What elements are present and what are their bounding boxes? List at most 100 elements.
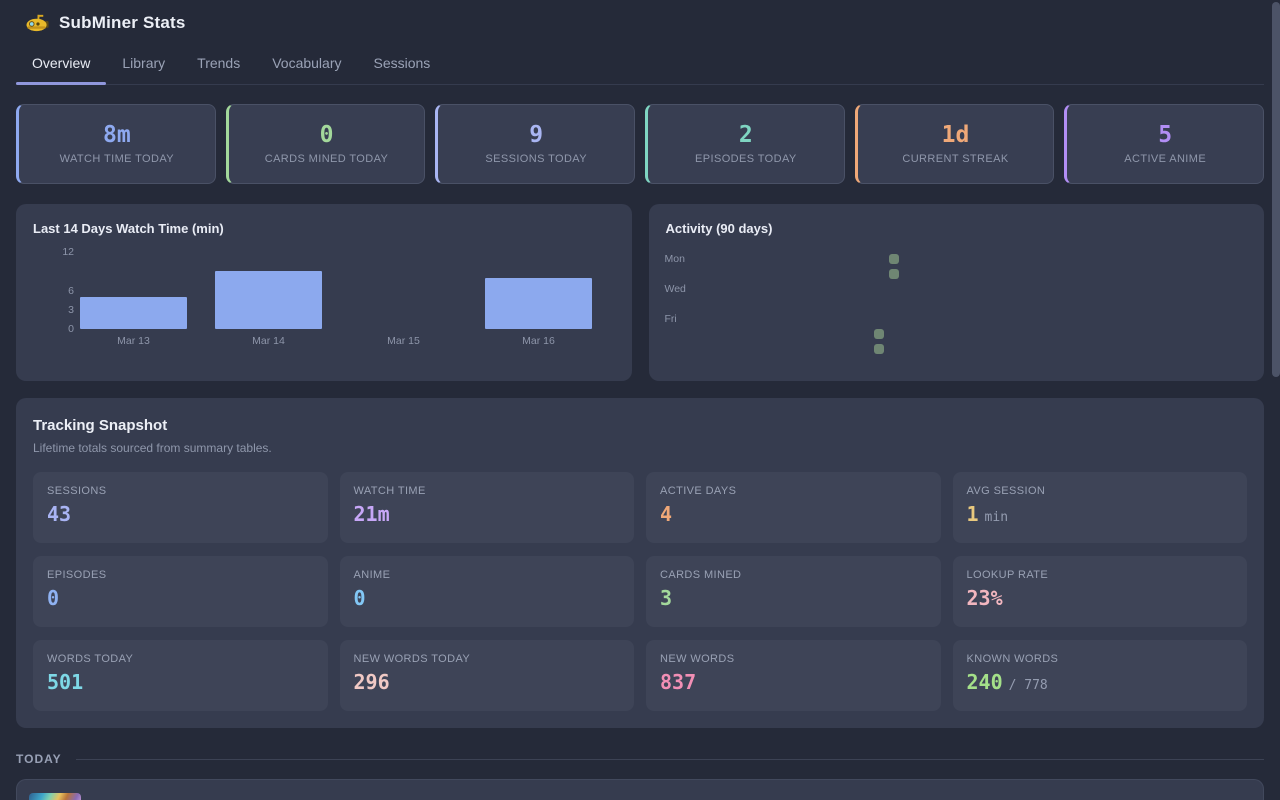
- heatmap-cell: [814, 269, 824, 279]
- heatmap-cell: [754, 344, 764, 354]
- heatmap-cell: [784, 314, 794, 324]
- tile-label: WATCH TIME: [353, 485, 426, 497]
- tracking-title: Tracking Snapshot: [33, 417, 168, 434]
- tile-value: 501: [47, 670, 84, 694]
- tracking-tile-grid: SESSIONS 43 WATCH TIME 21m ACTIVE DAYS 4 AVG S…: [33, 472, 1247, 711]
- stat-card: 2 EPISODES TODAY: [645, 104, 845, 184]
- heatmap-cell: [724, 284, 734, 294]
- tab-library[interactable]: Library: [122, 55, 166, 71]
- activity-heatmap-panel: Activity (90 days) Mon Wed Fri: [648, 204, 1264, 381]
- heatmap-day-label: Mon: [664, 253, 685, 265]
- tab-vocabulary[interactable]: Vocabulary: [272, 55, 342, 71]
- heatmap-cell: [724, 329, 734, 339]
- heatmap-cell: [844, 329, 854, 339]
- today-label: TODAY: [16, 752, 62, 766]
- tracking-tile: NEW WORDS 837: [646, 640, 941, 711]
- stat-value: 1d: [941, 121, 970, 148]
- heatmap-cell: [874, 299, 884, 309]
- tab-trends[interactable]: Trends: [197, 55, 241, 71]
- tile-value: 240: [966, 670, 1003, 694]
- x-axis-label: Mar 16: [522, 335, 555, 347]
- heatmap-cell: [844, 269, 854, 279]
- heatmap-cell: [724, 344, 734, 354]
- vertical-scrollbar[interactable]: [1272, 2, 1280, 377]
- tile-value-row: 3: [660, 588, 927, 608]
- tile-value: 3: [660, 586, 673, 610]
- heatmap-cell: [784, 344, 794, 354]
- bar-slot: Mar 13: [66, 252, 201, 347]
- tile-value: 23%: [966, 586, 1003, 610]
- heatmap-cell: [709, 314, 719, 324]
- stat-card: 9 SESSIONS TODAY: [435, 104, 635, 184]
- nav-tabs: Overview Library Trends Vocabulary Sessions: [16, 45, 1264, 85]
- heatmap-cell: [829, 329, 839, 339]
- heatmap-cell: [724, 269, 734, 279]
- heatmap-cell: [844, 254, 854, 264]
- heatmap-cell: [829, 344, 839, 354]
- bar: [215, 271, 322, 329]
- tile-value: 0: [47, 586, 60, 610]
- heatmap-day-label: Wed: [664, 283, 686, 295]
- episode-thumbnail: [29, 793, 81, 800]
- heatmap-cell: [799, 344, 809, 354]
- x-axis-label: Mar 14: [252, 335, 285, 347]
- heatmap-cell: [859, 284, 869, 294]
- tracking-tile: WORDS TODAY 501: [33, 640, 328, 711]
- bar-slot: Mar 16: [471, 252, 606, 347]
- tracking-tile: LOOKUP RATE 23%: [952, 556, 1247, 627]
- heatmap-cell: [874, 254, 884, 264]
- y-axis-tick: 0: [68, 323, 74, 335]
- tracking-tile: AVG SESSION 1 min: [952, 472, 1247, 543]
- watch-time-chart-panel: Last 14 Days Watch Time (min) 0 3 6 12 Mar 1…: [16, 204, 632, 381]
- heatmap-cell: [754, 284, 764, 294]
- stat-value: 8m: [102, 121, 131, 148]
- heatmap-cell: [754, 299, 764, 309]
- heatmap-cell: [769, 284, 779, 294]
- heatmap-cell: [784, 299, 794, 309]
- tab-overview[interactable]: Overview: [16, 45, 107, 85]
- heatmap-cell: [769, 254, 779, 264]
- heatmap-cell: [724, 299, 734, 309]
- heatmap-cell: [709, 284, 719, 294]
- app-header: SubMiner Stats: [0, 0, 1280, 39]
- tracking-tile: ACTIVE DAYS 4: [646, 472, 941, 543]
- heatmap-cell: [724, 254, 734, 264]
- tile-value-row: 0: [47, 588, 314, 608]
- heatmap-cell: [829, 314, 839, 324]
- heatmap-cell: [829, 299, 839, 309]
- bar: [80, 296, 187, 329]
- heatmap-cell: [889, 284, 899, 294]
- heatmap-cell: [769, 344, 779, 354]
- chart-title: Last 14 Days Watch Time (min): [33, 221, 224, 236]
- tracking-subtitle: Lifetime totals sourced from summary tab…: [33, 441, 272, 455]
- stat-card: 8m WATCH TIME TODAY: [16, 104, 216, 184]
- tile-label: AVG SESSION: [966, 485, 1046, 497]
- heatmap-cell: [709, 329, 719, 339]
- heatmap-cell: [799, 299, 809, 309]
- tile-value-row: 296: [354, 672, 621, 692]
- tile-label: KNOWN WORDS: [966, 653, 1059, 665]
- chart-plot-area: Mar 13 Mar 14 Mar 15 Mar 16: [66, 252, 606, 347]
- heatmap-cell: [874, 269, 884, 279]
- today-section-header: TODAY: [16, 752, 1264, 766]
- tracking-snapshot-panel: Tracking Snapshot Lifetime totals source…: [16, 398, 1264, 728]
- heatmap-cell: [889, 329, 899, 339]
- stat-label: CURRENT STREAK: [902, 152, 1009, 165]
- x-axis-label: Mar 15: [387, 335, 420, 347]
- tile-label: NEW WORDS: [660, 653, 735, 665]
- heatmap-cell: [799, 314, 809, 324]
- heatmap-cell: [784, 329, 794, 339]
- heatmap-cell: [799, 284, 809, 294]
- tile-label: SESSIONS: [47, 485, 107, 497]
- tile-label: ACTIVE DAYS: [660, 485, 737, 497]
- today-session-card[interactable]: [16, 779, 1264, 800]
- heatmap-cell: [888, 254, 899, 264]
- tile-value-row: 1 min: [967, 504, 1234, 525]
- heatmap-cell: [799, 329, 809, 339]
- heatmap-cell: [814, 329, 824, 339]
- tile-value-row: 21m: [354, 504, 621, 524]
- tab-sessions[interactable]: Sessions: [373, 55, 431, 71]
- tile-value-suffix: min: [984, 510, 1009, 525]
- heatmap-cell: [784, 269, 794, 279]
- heatmap-cell: [799, 254, 809, 264]
